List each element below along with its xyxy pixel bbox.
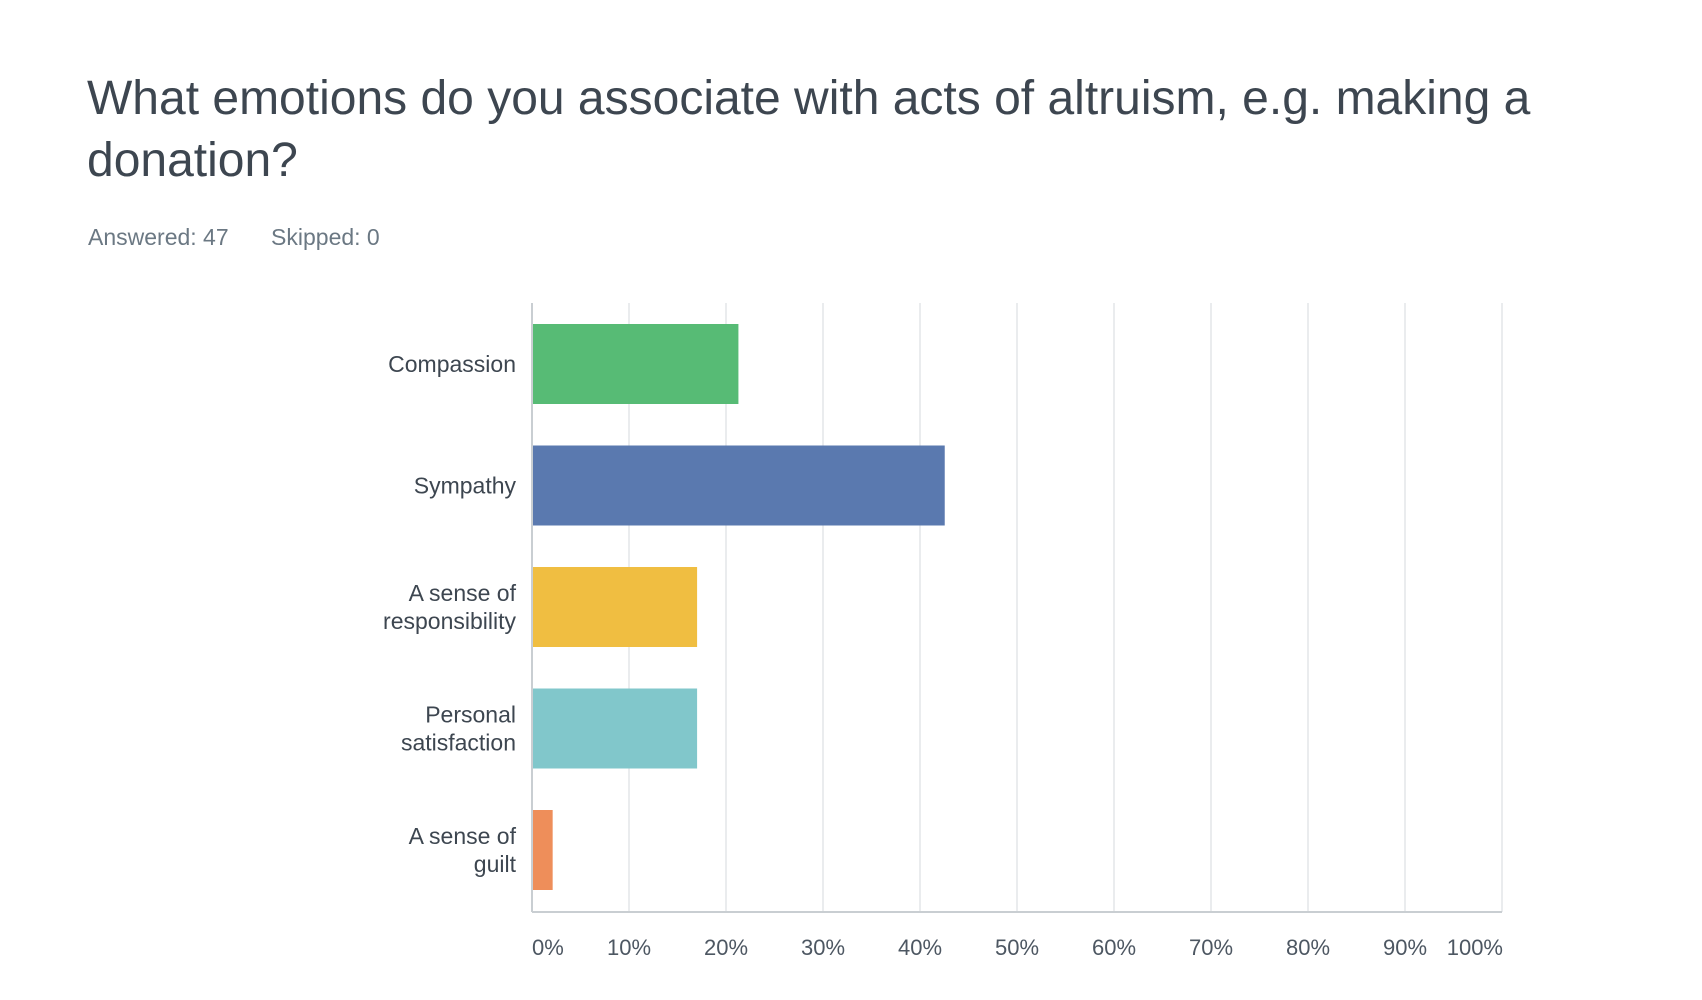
x-tick-label: 90% [1383,935,1427,960]
gridlines [628,303,1503,912]
x-tick-label: 70% [1189,935,1233,960]
bar [533,688,698,769]
x-tick-label: 60% [1092,935,1136,960]
x-tick-label: 80% [1286,935,1330,960]
category-label: A sense of [409,823,517,849]
answered-count: Answered: 47 [88,224,229,250]
x-tick-label: 30% [801,935,845,960]
bar [533,567,698,647]
x-tick-label: 10% [607,935,651,960]
x-tick-label: 50% [995,935,1039,960]
category-label: Personal [425,702,516,728]
category-label: guilt [474,851,517,877]
x-tick-label: 100% [1447,935,1503,960]
x-tick-label: 40% [898,935,942,960]
bar [533,324,739,404]
question-title: What emotions do you associate with acts… [87,72,1531,187]
x-tick-labels: 0% 10% 20% 30% 40% 50% 60% 70% 80% 90% 100% [532,935,1503,960]
category-label: A sense of [409,580,517,606]
category-label: Compassion [388,351,516,377]
x-tick-label: 0% [532,935,564,960]
x-tick-label: 20% [704,935,748,960]
category-label: responsibility [383,608,516,634]
response-stats: Answered: 47 Skipped: 0 [88,224,416,251]
category-label: satisfaction [401,730,516,756]
axes [531,303,1502,913]
skipped-count: Skipped: 0 [271,224,380,250]
bar [533,445,945,526]
bars [533,324,945,890]
category-label: Sympathy [414,473,517,499]
bar [533,810,553,890]
